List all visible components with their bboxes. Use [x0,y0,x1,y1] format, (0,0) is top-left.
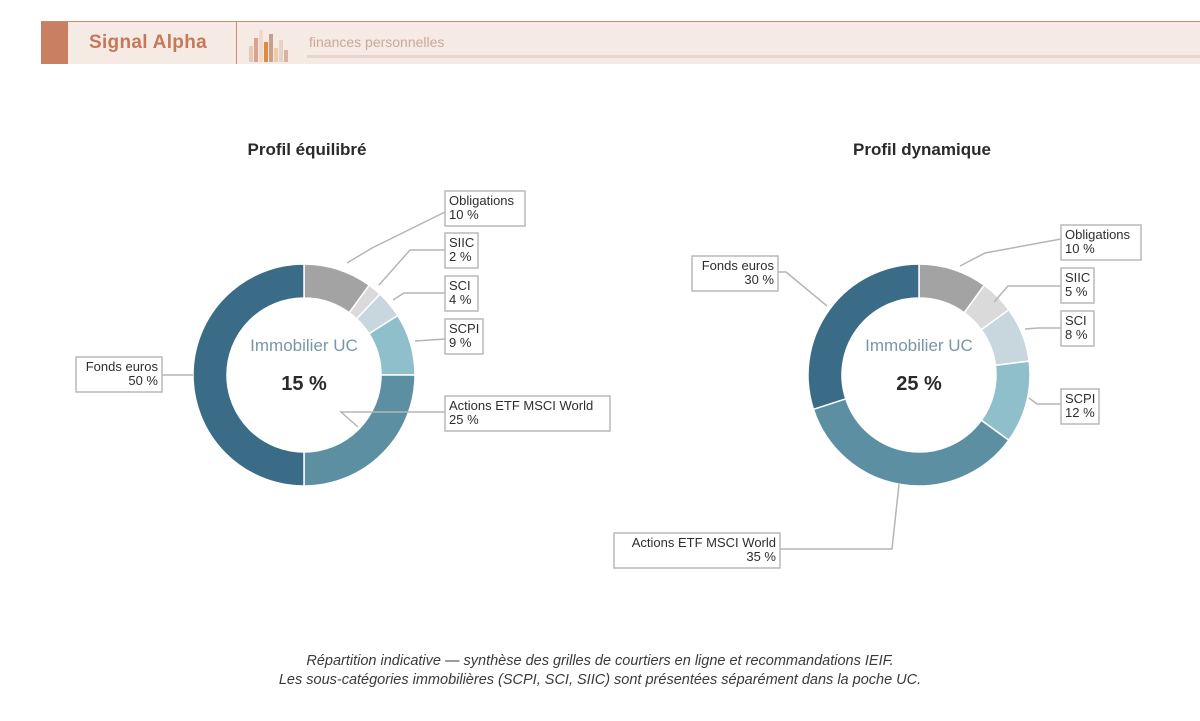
slice-label-box [613,532,781,569]
slice-label-box [1060,224,1142,261]
leader-line [1024,327,1061,330]
slice-label-box [444,190,526,227]
slice-label: SCI [1065,313,1087,328]
slice-value-label: 9 % [449,335,472,350]
slice-value-label: 12 % [1065,405,1095,420]
leader-line [392,292,445,301]
slice-label-box [1060,310,1095,347]
header-divider [236,22,237,64]
leader-line [378,249,445,286]
center-label: Immobilier UC [250,336,358,355]
slice-value-label: 50 % [128,373,158,388]
chart-title: Profil dynamique [853,140,991,159]
slice-fonds-euros[interactable] [192,263,305,487]
slice-label-box [444,395,611,432]
site-header: Signal Alpha finances personnelles [41,21,1200,64]
center-label: Immobilier UC [865,336,973,355]
tagline: finances personnelles [309,34,445,50]
leader-line [959,238,1062,267]
slice-label: Obligations [449,193,515,208]
slice-value-label: 2 % [449,249,472,264]
tagline-rule [307,55,1200,58]
slice-label: Fonds euros [702,258,775,273]
slice-label: SCPI [449,321,479,336]
leader-line [1028,397,1061,405]
caption-line-1: Répartition indicative — synthèse des gr… [306,653,894,669]
slice-label: SIIC [449,235,474,250]
slice-label: Fonds euros [86,359,159,374]
slice-value-label: 5 % [1065,284,1088,299]
slice-label: SCI [449,278,471,293]
slice-label-box [691,255,779,292]
slice-value-label: 35 % [746,549,776,564]
leader-line [339,411,445,428]
leader-line [346,211,446,264]
leader-line [993,285,1061,303]
slice-fonds-euros[interactable] [807,263,920,411]
slice-label-box [444,318,484,355]
slice-value-label: 30 % [744,272,774,287]
slice-label-box [75,356,163,393]
slice-value-label: 10 % [1065,241,1095,256]
slice-actions-etf-msci-world[interactable] [812,397,1010,487]
slice-label: Actions ETF MSCI World [632,535,776,550]
leader-line [780,483,900,550]
slice-value-label: 8 % [1065,327,1088,342]
brand-swatch [41,22,68,64]
slice-label: Actions ETF MSCI World [449,398,593,413]
brand-name[interactable]: Signal Alpha [89,32,207,53]
slice-label: SCPI [1065,391,1095,406]
leader-line [778,271,828,307]
slice-value-label: 4 % [449,292,472,307]
caption-line-2: Les sous-catégories immobilières (SCPI, … [278,672,922,688]
slice-label-box [444,275,479,312]
slice-label: Obligations [1065,227,1131,242]
leader-line [414,338,446,342]
slice-value-label: 10 % [449,207,479,222]
slice-label-box [444,232,479,269]
slice-label-box [1060,388,1100,425]
bar-chart-logo-icon [249,30,288,62]
chart-caption: Répartition indicative — synthèse des gr… [0,652,1200,690]
slice-value-label: 25 % [449,412,479,427]
center-value: 25 % [896,373,942,395]
slice-label-box [1060,267,1095,304]
center-value: 15 % [281,373,327,395]
chart-title: Profil équilibré [247,140,366,159]
slice-label: SIIC [1065,270,1090,285]
